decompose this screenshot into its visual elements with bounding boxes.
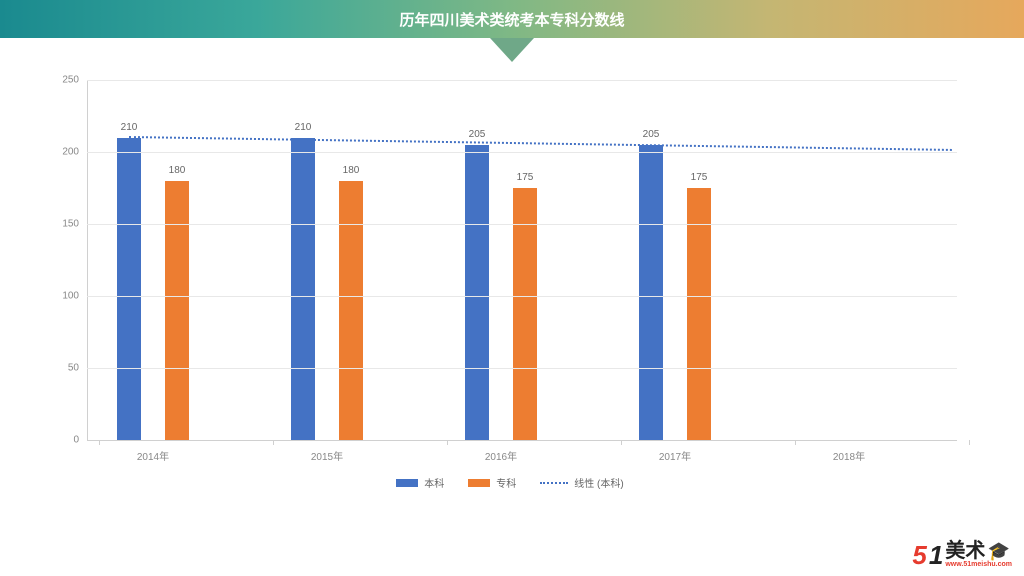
bar-value-label: 180 (157, 165, 197, 176)
legend-line-icon (540, 482, 568, 484)
legend: 本科 专科 线性 (本科) (55, 475, 965, 490)
header-title: 历年四川美术类统考本专科分数线 (399, 9, 624, 30)
bar-value-label: 210 (283, 122, 323, 133)
x-tick (621, 440, 622, 445)
y-tick-label: 150 (62, 219, 79, 230)
bar-value-label: 175 (505, 172, 545, 183)
header-banner: 历年四川美术类统考本专科分数线 (0, 0, 1024, 38)
legend-label: 线性 (本科) (574, 475, 623, 490)
x-axis-label: 2014年 (137, 448, 169, 463)
y-tick-label: 200 (62, 147, 79, 158)
legend-item: 线性 (本科) (540, 475, 623, 490)
legend-swatch (396, 479, 418, 487)
y-tick-label: 100 (62, 291, 79, 302)
bar-zhuanke: 180 (339, 181, 363, 440)
legend-item: 本科 (396, 475, 444, 490)
grid-line (87, 368, 957, 369)
plot-area: 210 180 210 180 205 175 205 175 (87, 80, 957, 440)
watermark-url: www.51meishu.com (945, 561, 1012, 568)
x-tick (969, 440, 970, 445)
x-axis-label: 2015年 (311, 448, 343, 463)
watermark-text: 美术 (945, 540, 985, 562)
watermark-digit-1: 1 (929, 542, 943, 568)
bar-benke: 210 (117, 138, 141, 440)
legend-label: 本科 (424, 475, 444, 490)
y-tick-label: 50 (68, 363, 79, 374)
header-pointer (490, 38, 534, 62)
x-axis-label: 2017年 (659, 448, 691, 463)
watermark-logo: 5 1 美术 🎓 www.51meishu.com (912, 541, 1012, 568)
grid-line (87, 296, 957, 297)
x-tick (447, 440, 448, 445)
bar-value-label: 205 (457, 129, 497, 140)
graduation-cap-icon: 🎓 (988, 541, 1010, 561)
chart-area: 050100150200250 210180210180205175205175… (55, 80, 965, 490)
grid-line (87, 152, 957, 153)
bar-zhuanke: 175 (513, 188, 537, 440)
legend-label: 专科 (496, 475, 516, 490)
x-axis-label: 2018年 (833, 448, 865, 463)
x-tick (795, 440, 796, 445)
trend-line (129, 136, 952, 151)
watermark-digit-5: 5 (912, 542, 926, 568)
y-axis: 050100150200250 (55, 80, 85, 440)
bar-value-label: 180 (331, 165, 371, 176)
y-tick-label: 0 (73, 435, 79, 446)
bar-benke: 205 (465, 145, 489, 440)
x-tick (273, 440, 274, 445)
bar-value-label: 210 (109, 122, 149, 133)
y-tick-label: 250 (62, 75, 79, 86)
bar-value-label: 205 (631, 129, 671, 140)
grid-line (87, 224, 957, 225)
legend-swatch (468, 479, 490, 487)
x-tick (99, 440, 100, 445)
x-axis-label: 2016年 (485, 448, 517, 463)
bar-benke: 205 (639, 145, 663, 440)
x-axis-line (87, 440, 957, 441)
bar-value-label: 175 (679, 172, 719, 183)
grid-line (87, 80, 957, 81)
bar-benke: 210 (291, 138, 315, 440)
legend-item: 专科 (468, 475, 516, 490)
bar-zhuanke: 175 (687, 188, 711, 440)
bar-zhuanke: 180 (165, 181, 189, 440)
